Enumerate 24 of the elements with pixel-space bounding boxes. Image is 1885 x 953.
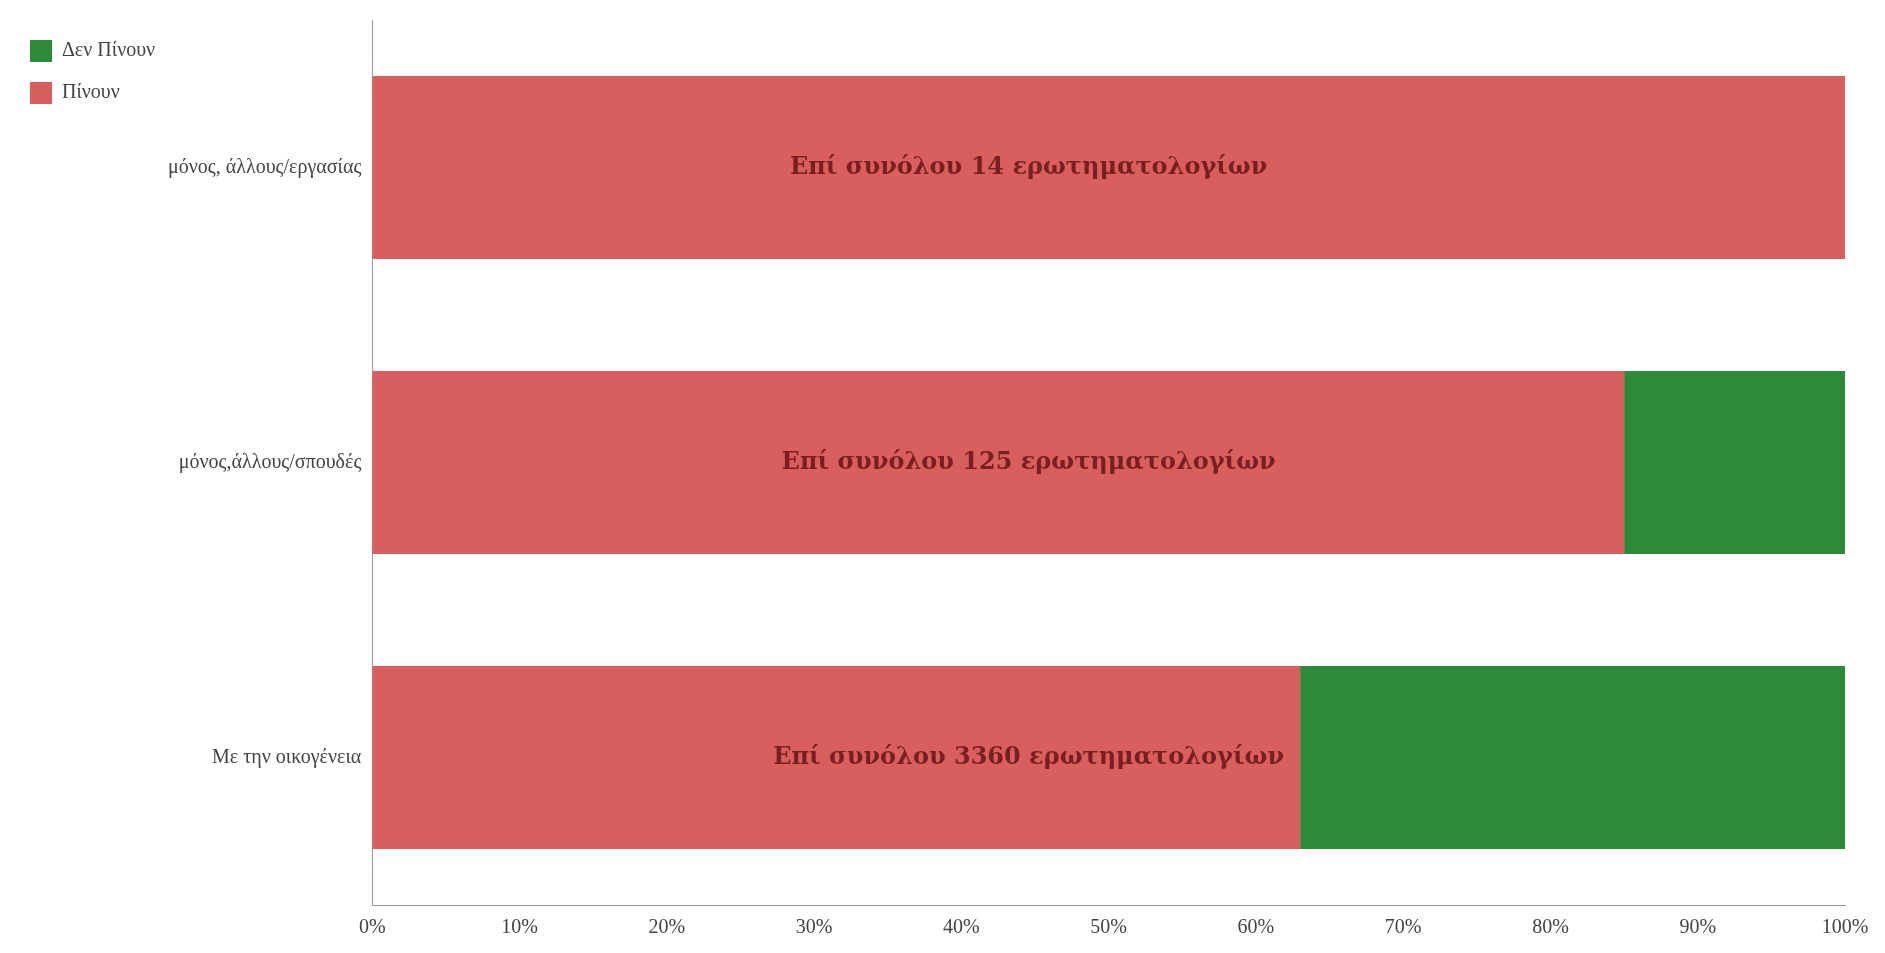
x-tick-label: 10% bbox=[501, 915, 538, 938]
x-tick-label: 80% bbox=[1532, 915, 1569, 938]
annotation: Επί συνόλου 125 ερωτηματολογίων bbox=[781, 445, 1276, 475]
x-tick-label: 60% bbox=[1237, 915, 1275, 938]
y-tick-label: Με την οικογένεια bbox=[212, 744, 362, 768]
bar bbox=[372, 76, 1845, 259]
annotation: Επί συνόλου 14 ερωτηματολογίων bbox=[789, 150, 1268, 180]
x-tick-label: 40% bbox=[943, 915, 980, 938]
y-tick-label: μόνος, άλλους/εργασίας bbox=[168, 154, 362, 178]
bar bbox=[372, 666, 1301, 849]
x-tick-label: 90% bbox=[1679, 915, 1717, 938]
x-tick-label: 50% bbox=[1090, 915, 1127, 938]
bar bbox=[372, 371, 1625, 554]
y-tick-label: μόνος,άλλους/σπουδές bbox=[178, 449, 362, 473]
x-tick-label: 30% bbox=[795, 915, 833, 938]
bar bbox=[1300, 666, 1845, 849]
x-tick-label: 0% bbox=[358, 915, 386, 938]
bar bbox=[1624, 371, 1845, 554]
x-tick-label: 100% bbox=[1821, 915, 1869, 938]
annotation: Επί συνόλου 3360 ερωτηματολογίων bbox=[773, 740, 1285, 770]
legend-label: Πίνουν bbox=[62, 80, 120, 103]
x-tick-label: 70% bbox=[1384, 915, 1422, 938]
legend-label: Δεν Πίνουν bbox=[62, 38, 156, 61]
x-tick-label: 20% bbox=[648, 915, 686, 938]
